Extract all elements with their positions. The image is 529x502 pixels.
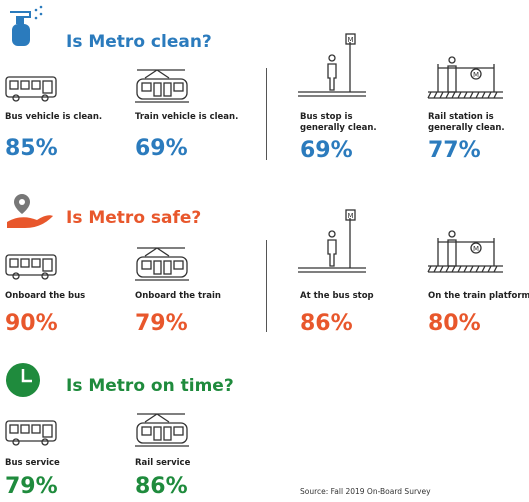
- divider: [266, 240, 267, 332]
- station-icon: [427, 56, 504, 99]
- item-value: 85%: [5, 136, 58, 161]
- item-value: 79%: [135, 311, 188, 336]
- bus-icon: [5, 76, 57, 102]
- divider: [266, 68, 267, 160]
- item-value: 80%: [428, 311, 481, 336]
- item-label: Bus stop is generally clean.: [300, 112, 377, 133]
- train-icon: [134, 413, 190, 447]
- hand-pin-icon: [7, 194, 53, 228]
- item-label: Onboard the bus: [5, 291, 86, 301]
- item-value: 86%: [300, 311, 353, 336]
- bus-icon: [5, 254, 57, 280]
- item-label: Train vehicle is clean.: [135, 112, 239, 122]
- section-title: Is Metro safe?: [66, 208, 202, 228]
- bus-stop-icon: [297, 33, 367, 97]
- item-label: Onboard the train: [135, 291, 221, 301]
- source-note: Source: Fall 2019 On-Board Survey: [300, 487, 431, 496]
- item-label: Rail service: [135, 458, 191, 468]
- station-icon: [427, 230, 504, 273]
- clock-icon: [6, 363, 40, 397]
- section-title: Is Metro on time?: [66, 376, 234, 396]
- train-icon: [134, 247, 190, 281]
- item-label: Bus service: [5, 458, 60, 468]
- item-value: 77%: [428, 138, 481, 163]
- train-icon: [134, 69, 190, 103]
- bus-stop-icon: [297, 209, 367, 273]
- item-label: Bus vehicle is clean.: [5, 112, 103, 122]
- item-label: At the bus stop: [300, 291, 374, 301]
- item-value: 86%: [135, 474, 188, 499]
- item-label: Rail station is generally clean.: [428, 112, 505, 133]
- bus-icon: [5, 420, 57, 446]
- spray-icon: [10, 5, 43, 46]
- item-label: On the train platform: [428, 291, 529, 301]
- item-value: 69%: [135, 136, 188, 161]
- section-title: Is Metro clean?: [66, 32, 212, 52]
- item-value: 90%: [5, 311, 58, 336]
- item-value: 69%: [300, 138, 353, 163]
- item-value: 79%: [5, 474, 58, 499]
